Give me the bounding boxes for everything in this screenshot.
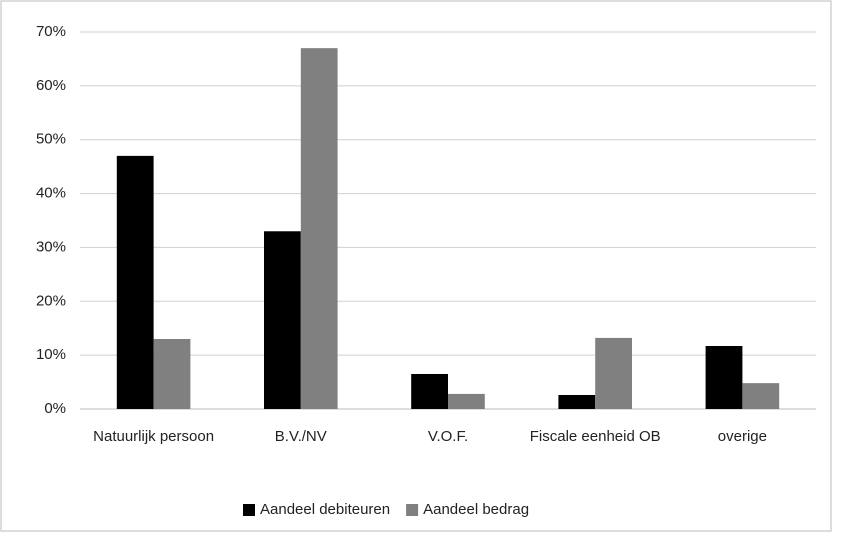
legend-label: Aandeel bedrag (423, 501, 529, 518)
y-tick-label: 50% (36, 131, 66, 148)
y-tick-label: 30% (36, 238, 66, 255)
x-tick-label: Natuurlijk persoon (93, 428, 215, 445)
bar (264, 231, 301, 409)
legend-swatch (406, 504, 419, 516)
y-tick-label: 60% (36, 77, 66, 94)
legend-label: Aandeel debiteuren (260, 501, 390, 518)
y-tick-label: 70% (36, 23, 66, 40)
y-tick-label: 10% (36, 346, 66, 363)
bar (153, 338, 191, 409)
legend-swatch (243, 504, 255, 516)
x-tick-label: overige (717, 428, 767, 445)
bar (448, 393, 485, 409)
bar (705, 345, 743, 409)
bar (742, 383, 780, 409)
bar (116, 155, 154, 409)
x-tick-label: B.V./NV (274, 428, 327, 445)
bar (300, 48, 338, 410)
bar (411, 373, 448, 409)
bar (558, 394, 596, 409)
y-tick-label: 0% (44, 400, 66, 417)
bar (595, 337, 632, 409)
y-tick-label: 40% (36, 185, 66, 202)
y-tick-label: 20% (36, 292, 66, 309)
x-tick-label: Fiscale eenheid OB (529, 428, 661, 445)
x-tick-label: V.O.F. (427, 428, 469, 445)
